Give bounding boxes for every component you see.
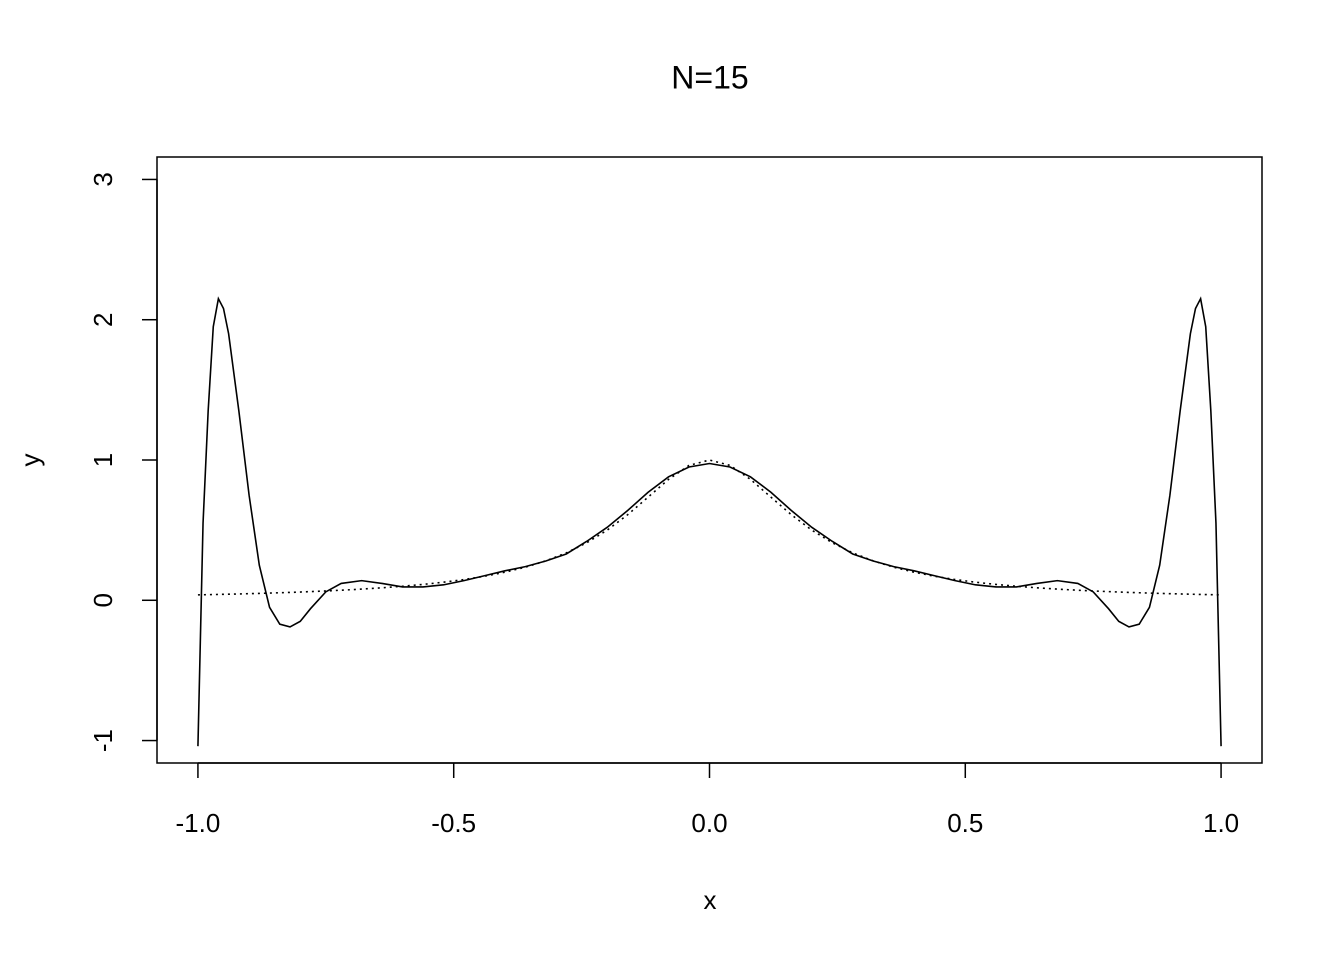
x-tick-label: 1.0 [1203, 808, 1239, 838]
x-tick-label: 0.0 [691, 808, 727, 838]
x-tick-label: 0.5 [947, 808, 983, 838]
y-tick-label: -1 [88, 729, 118, 752]
plot-box [156, 156, 1263, 764]
data-line [197, 459, 1222, 596]
y-tick-label: 0 [88, 593, 118, 607]
x-tick-label: -0.5 [431, 808, 476, 838]
y-tick-label: 1 [88, 453, 118, 467]
y-axis-label: y [15, 454, 45, 467]
y-tick-label: 2 [88, 312, 118, 326]
chart-title: N=15 [671, 59, 748, 95]
data-line [197, 296, 1222, 747]
x-tick-label: -1.0 [176, 808, 221, 838]
y-tick-label: 3 [88, 172, 118, 186]
x-axis-label: x [704, 885, 717, 915]
